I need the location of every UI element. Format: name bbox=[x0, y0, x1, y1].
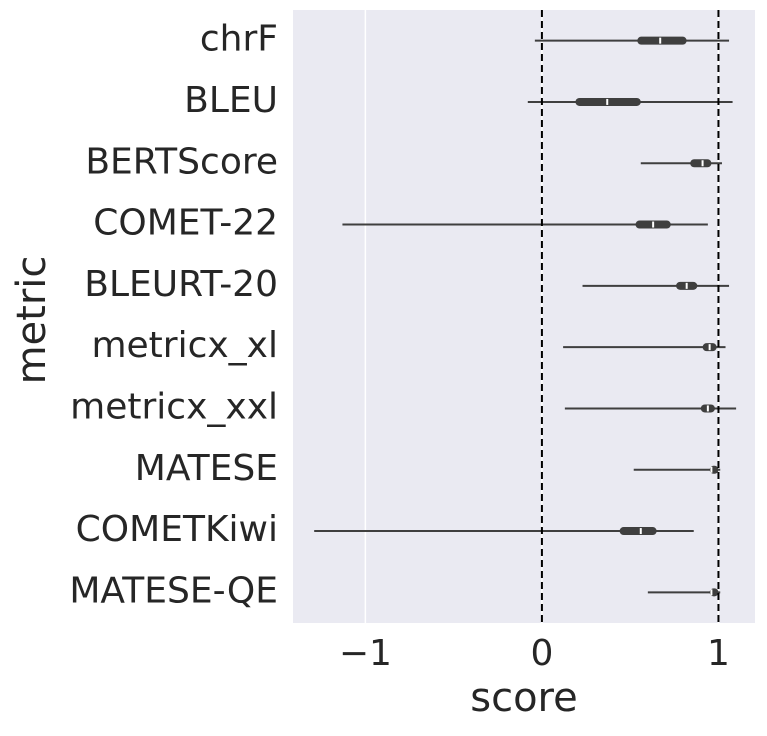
y-tick-label: COMET-22 bbox=[93, 203, 278, 244]
y-tick-label: BLEURT-20 bbox=[84, 264, 278, 305]
y-tick-label: COMETKiwi bbox=[76, 509, 278, 550]
box bbox=[637, 36, 687, 45]
x-tick-label: −1 bbox=[339, 633, 392, 674]
y-tick-label: chrF bbox=[200, 19, 278, 60]
y-axis-label: metric bbox=[9, 256, 55, 385]
box bbox=[690, 159, 712, 168]
x-tick-label: 0 bbox=[530, 633, 553, 674]
y-tick-label: metricx_xxl bbox=[70, 386, 278, 427]
box bbox=[619, 527, 657, 536]
plot-area bbox=[293, 10, 755, 623]
y-tick-label: metricx_xl bbox=[91, 325, 278, 366]
y-tick-label: BLEU bbox=[184, 80, 278, 121]
y-tick-label: BERTScore bbox=[85, 141, 278, 182]
x-axis-label: score bbox=[470, 675, 577, 721]
x-tick-label: 1 bbox=[707, 633, 730, 674]
y-tick-label: MATESE bbox=[135, 448, 278, 489]
y-tick-label: MATESE-QE bbox=[69, 570, 278, 611]
